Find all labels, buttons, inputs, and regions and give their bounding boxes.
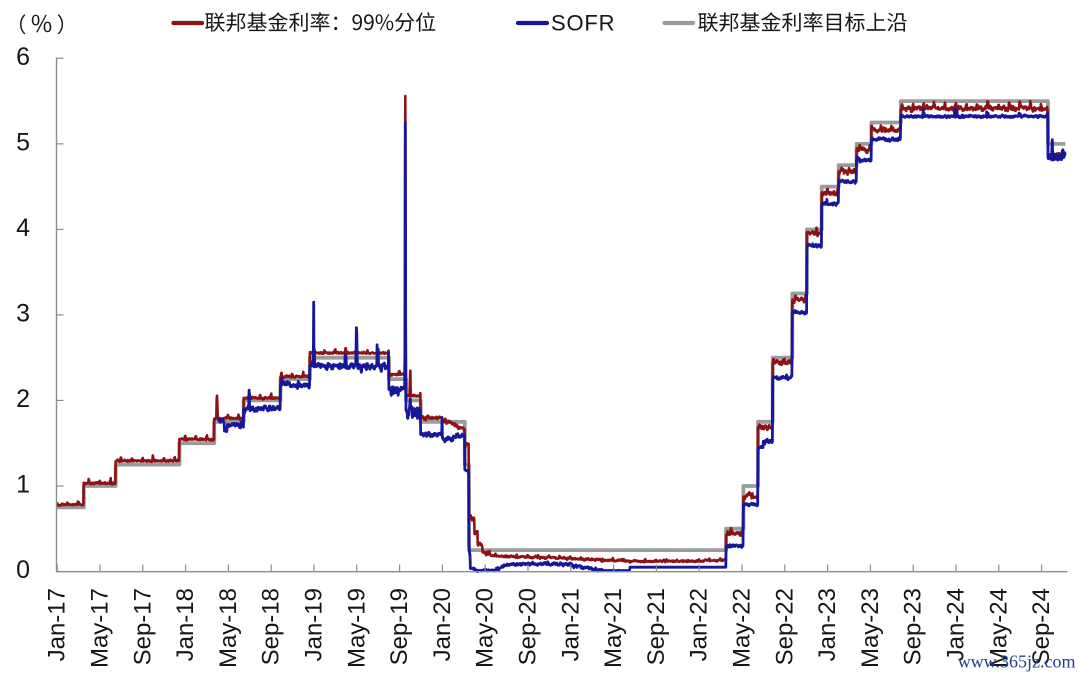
legend-item: SOFR [515,11,615,36]
y-tick-label: 2 [16,385,30,413]
x-tick-label: Jan-19 [301,588,328,661]
x-tick-label: Sep-18 [258,588,285,665]
x-tick-label: May-19 [343,588,370,668]
y-axis-unit-label: （%） [0,14,64,37]
y-tick-label: 3 [16,299,30,327]
series-line-sofr [217,108,1067,573]
watermark: www.365jz.com [958,652,1076,672]
legend-label-glyphs [698,12,907,32]
x-tick-label: Jan-24 [943,588,970,661]
x-tick-label: May-23 [857,588,884,668]
x-tick-label: Sep-22 [771,588,798,665]
x-tick-label: Sep-20 [515,588,542,665]
x-tick-label: Sep-19 [386,588,413,665]
x-tick-label: Sep-21 [643,588,670,665]
x-tick-label: Sep-24 [1028,588,1055,665]
x-tick-label: May-20 [472,588,499,668]
x-tick-label: Sep-17 [129,588,156,665]
series-lines [55,94,1067,573]
legend: 联邦基金利率：99%分位 SOFR 联邦基金利率目标上沿 [171,11,908,36]
x-tick-label: Sep-23 [900,588,927,665]
unit-label: （%） [0,14,61,37]
y-tick-label: 6 [16,43,30,71]
x-tick-label: Jan-20 [429,588,456,661]
y-tick-label: 5 [16,128,30,156]
x-tick-label: May-18 [215,588,242,668]
y-tick-label: 4 [16,214,30,242]
y-tick-label: 1 [16,470,30,498]
x-tick-label: Jan-22 [686,588,713,661]
unit-label-glyphs [20,14,64,35]
axes [55,57,1068,573]
x-tick-label: Jan-17 [44,588,71,661]
series-line-effr-99th-percentile [55,94,1067,564]
legend-label-glyphs [205,12,436,32]
x-tick-label: Jan-18 [172,588,199,661]
legend-item: 联邦基金利率目标上沿 [662,12,908,35]
x-tick-label: Jan-23 [814,588,841,661]
series-line-target-upper-bound [57,99,1066,552]
x-axis-tick-labels: Jan-17 May-17 Sep-17 Jan-18 May-18 Sep-18 Jan-… [44,588,1055,668]
legend-label: 联邦基金利率：99%分位 [205,12,436,35]
y-tick-label: 0 [16,556,30,584]
x-tick-label: Jan-21 [557,588,584,661]
y-axis-tick-labels: 0 1 2 3 4 5 6 [16,43,30,584]
x-tick-label: May-22 [729,588,756,668]
legend-label: SOFR [551,11,615,36]
x-tick-label: May-17 [87,588,114,668]
legend-label: 联邦基金利率目标上沿 [698,12,908,35]
x-tick-label: May-24 [985,588,1012,668]
x-tick-label: May-21 [600,588,627,668]
legend-item: 联邦基金利率：99%分位 [171,12,436,35]
